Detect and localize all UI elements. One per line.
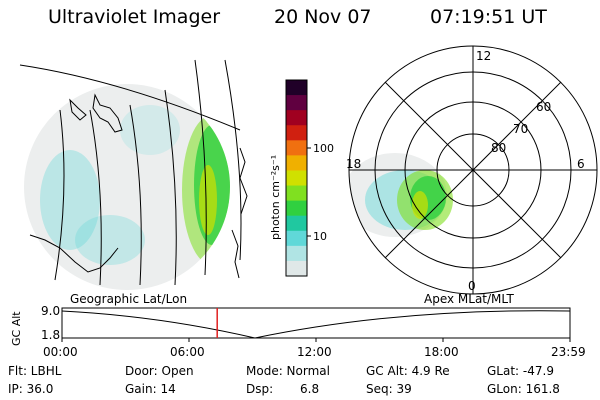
x-tick-2359: 23:59 <box>551 345 586 359</box>
x-tick-1200: 12:00 <box>297 345 332 359</box>
mlt-label-12: 12 <box>476 49 491 63</box>
geo-coastlines <box>29 93 248 279</box>
filter-info: Flt: LBHL <box>8 364 62 378</box>
altitude-curve <box>61 310 571 339</box>
colorbar-cell <box>286 185 307 202</box>
geo-aurora <box>40 105 230 265</box>
door-info: Door: Open <box>125 364 194 378</box>
time-label: 07:19:51 UT <box>430 6 547 28</box>
mode-info: Mode: Normal <box>246 364 330 378</box>
colorbar-unit-label: photon cm⁻²s⁻¹ <box>269 155 282 240</box>
colorbar-cell <box>286 95 307 111</box>
colorbar: 100 10 photon cm⁻²s⁻¹ <box>269 79 334 277</box>
mlt-label-18: 18 <box>346 157 361 171</box>
colorbar-cell <box>286 260 307 277</box>
ip-info: IP: 36.0 <box>8 382 54 396</box>
colorbar-cell <box>286 230 307 247</box>
instrument-title: Ultraviolet Imager <box>48 6 221 28</box>
seq-info: Seq: 39 <box>366 382 412 396</box>
geo-disk <box>24 84 230 290</box>
mlat-label-60: 60 <box>536 100 551 114</box>
dsp-label: Dsp: <box>246 382 274 396</box>
polar-aurora <box>349 153 453 237</box>
polar-grid <box>348 45 598 295</box>
colorbar-cell <box>286 200 307 217</box>
y-tick-low: 1.8 <box>41 328 60 342</box>
date-label: 20 Nov 07 <box>274 6 372 28</box>
gc-alt-info: GC Alt: 4.9 Re <box>366 364 450 378</box>
timeline-frame <box>61 307 571 339</box>
mlt-label-0: 0 <box>468 279 476 293</box>
colorbar-cell <box>286 125 307 141</box>
x-tick-0600: 06:00 <box>170 345 205 359</box>
gain-info: Gain: 14 <box>125 382 176 396</box>
colorbar-tick-100: 100 <box>313 142 334 155</box>
mlt-label-6: 6 <box>577 157 585 171</box>
dsp-value: 6.8 <box>300 382 320 396</box>
geo-gridlines <box>19 59 242 286</box>
polar-image: 12 18 6 0 60 70 80 <box>346 45 598 295</box>
mlat-label-70: 70 <box>513 122 528 136</box>
polar-panel-label: Apex MLat/MLT <box>424 292 514 306</box>
altitude-timeline: 9.0 1.8 GC Alt 00:00 06:00 12:00 18:00 2… <box>10 304 586 359</box>
colorbar-cell <box>286 80 307 96</box>
colorbar-cell <box>286 140 307 156</box>
x-tick-1800: 18:00 <box>424 345 459 359</box>
colorbar-cell <box>286 170 307 187</box>
glon-info: GLon: 161.8 <box>487 382 560 396</box>
colorbar-cell <box>286 155 307 172</box>
colorbar-cell <box>286 110 307 126</box>
geo-panel-label: Geographic Lat/Lon <box>70 292 187 306</box>
timeline-ylabel: GC Alt <box>10 311 23 346</box>
x-tick-0000: 00:00 <box>43 345 78 359</box>
mlat-label-80: 80 <box>491 141 506 155</box>
glat-info: GLat: -47.9 <box>487 364 554 378</box>
colorbar-cell <box>286 245 307 262</box>
colorbar-tick-10: 10 <box>313 230 327 243</box>
geo-image <box>19 59 248 290</box>
colorbar-cell <box>286 215 307 232</box>
y-tick-high: 9.0 <box>41 304 60 318</box>
